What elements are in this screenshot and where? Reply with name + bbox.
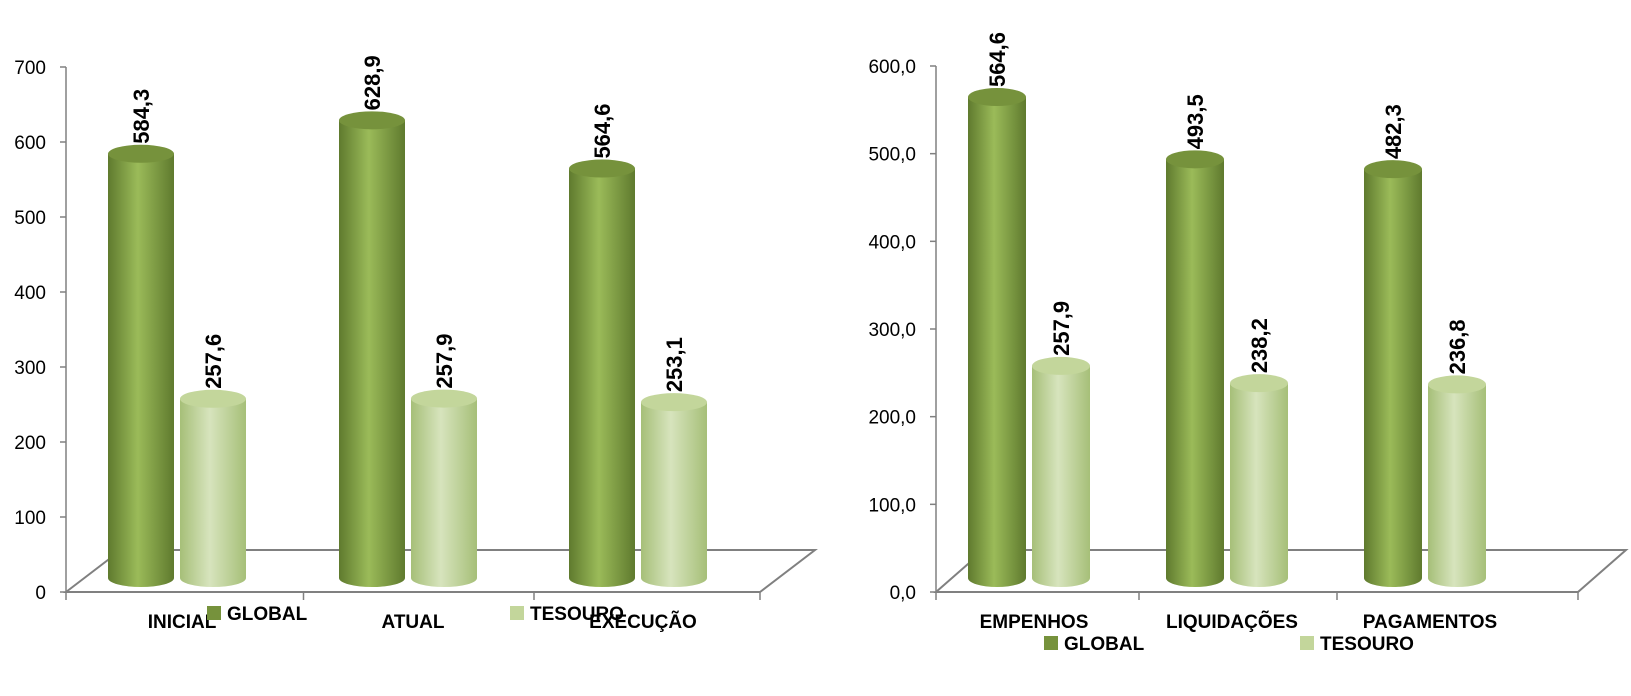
bar-top [108,144,174,163]
data-label: 584,3 [129,89,154,144]
category-label: LIQUIDAÇÕES [1166,611,1298,633]
category-label: EXECUÇÃO [589,611,697,633]
data-label: 482,3 [1381,104,1406,159]
bar-body [1166,159,1224,588]
category-label: INICIAL [148,612,217,633]
bar-top [180,389,246,408]
y-tick-label: 0,0 [890,583,916,604]
y-tick-label: 700 [14,58,46,79]
y-tick-label: 600 [14,133,46,154]
y-tick-label: 400 [14,283,46,304]
bar-top [1166,150,1224,169]
chart-execucao-despesa: 0,0 100,0 200,0 300,0 400,0 500,0 600,0 EMPENHO… [868,32,1629,655]
data-label: 253,1 [662,337,687,392]
bar-tesouro [641,393,707,587]
bar-global [339,111,405,587]
bar-top [1032,356,1090,375]
category-label: ATUAL [382,612,445,633]
data-label: 257,9 [432,334,457,389]
legend-label: TESOURO [1320,634,1414,655]
bar-tesouro [1230,374,1288,587]
bar-top [641,393,707,412]
bar-tesouro [1032,356,1090,587]
legend-swatch [1044,636,1058,650]
y-tick-label: 500 [14,208,46,229]
data-label: 236,8 [1445,319,1470,374]
data-label: 238,2 [1247,318,1272,373]
bar-body [180,398,246,587]
y-tick-label: 300,0 [868,320,916,341]
data-label: 564,6 [985,32,1010,87]
bar-body [569,168,635,588]
data-label: 628,9 [360,55,385,110]
category-label: EMPENHOS [980,612,1089,633]
legend-label: GLOBAL [1064,634,1145,655]
data-label: 493,5 [1183,94,1208,149]
bar-body [1230,383,1288,587]
bar-body [1032,365,1090,587]
y-tick-label: 100 [14,508,46,529]
bar-top [339,111,405,130]
legend-swatch [207,606,221,620]
bar-top [1428,375,1486,394]
bar-body [339,120,405,587]
bar-top [968,88,1026,107]
chart-orcamento: 0 100 200 300 400 500 600 700 INICIAL ATUAL EXECUÇ… [14,55,818,633]
y-tick-label: 400,0 [868,232,916,253]
y-tick-label: 200,0 [868,408,916,429]
y-tick-label: 200 [14,433,46,454]
bar-body [1428,384,1486,587]
data-label: 257,9 [1049,301,1074,356]
chart-floor [63,549,818,593]
bar-tesouro [180,389,246,587]
bar-body [411,398,477,587]
bar-global [108,144,174,587]
data-label: 564,6 [590,103,615,158]
legend-swatch [1300,636,1314,650]
bar-top [1364,160,1422,179]
bar-global [968,88,1026,587]
bar-body [1364,169,1422,588]
bar-global [1364,160,1422,588]
bar-tesouro [1428,375,1486,587]
legend-label: GLOBAL [227,604,308,625]
y-tick-label: 600,0 [868,57,916,78]
bar-body [641,402,707,587]
bar-body [968,97,1026,587]
y-tick-label: 0 [35,583,46,604]
bar-tesouro [411,389,477,587]
y-tick-label: 500,0 [868,145,916,166]
legend-label: TESOURO [530,604,624,625]
bar-top [569,159,635,178]
y-tick-label: 300 [14,358,46,379]
data-label: 257,6 [201,334,226,389]
y-tick-label: 100,0 [868,495,916,516]
bar-top [1230,374,1288,393]
legend-swatch [510,606,524,620]
bar-top [411,389,477,408]
bar-global [1166,150,1224,588]
bar-body [108,153,174,587]
category-label: PAGAMENTOS [1363,612,1497,633]
bar-global [569,159,635,588]
